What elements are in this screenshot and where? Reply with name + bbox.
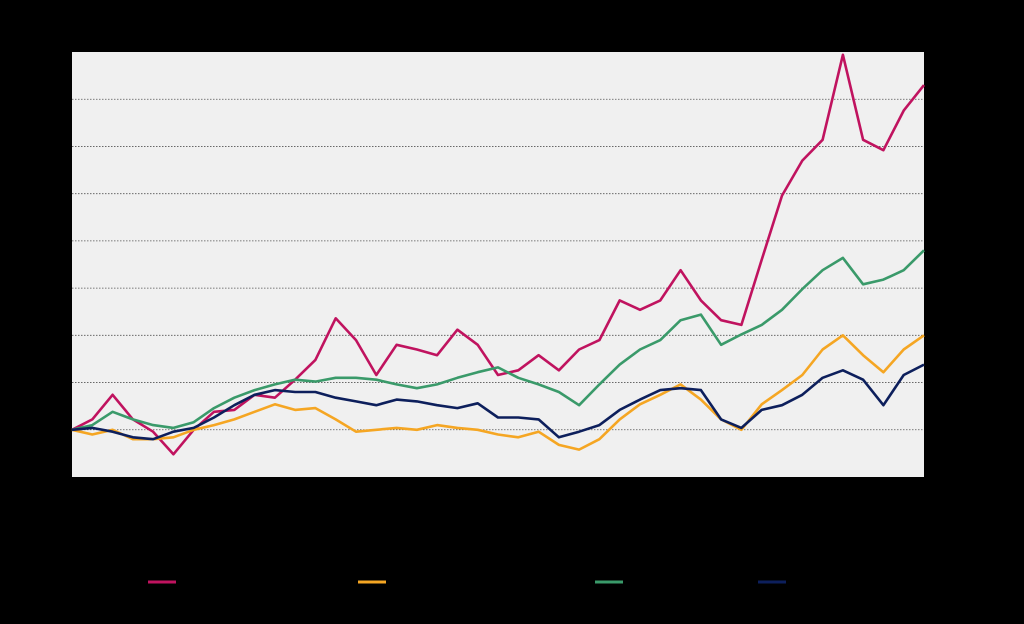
- series-line: [71, 249, 925, 432]
- plot-area: [72, 52, 924, 477]
- series-line: [71, 334, 925, 451]
- series-line: [71, 363, 925, 441]
- series-line: [71, 53, 926, 456]
